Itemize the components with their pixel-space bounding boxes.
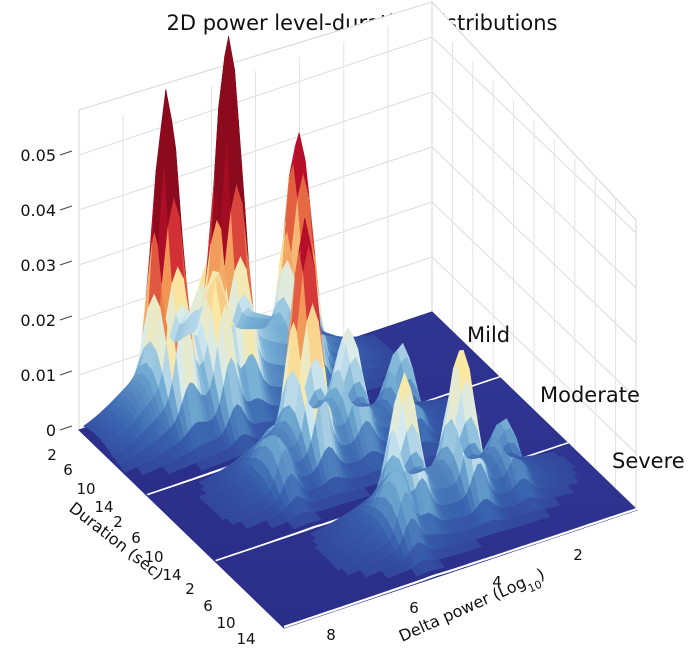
- z-tick-label: 0.01: [20, 366, 56, 385]
- sheet-mild: [78, 36, 502, 497]
- z-tick-mark: [59, 205, 73, 211]
- surface-patch: [200, 486, 211, 494]
- power-tick-label: 6: [409, 599, 419, 617]
- duration-tick-label: 10: [144, 548, 163, 566]
- sheet-edge-line: [283, 507, 638, 628]
- duration-tick-label: 14: [236, 630, 255, 648]
- z-tick-label: 0.04: [20, 201, 56, 220]
- duration-tick-label: 6: [63, 461, 73, 479]
- surface-patch: [313, 544, 325, 553]
- z-axis-ticks: 0 0.01 0.02 0.03 0.04 0.05: [20, 146, 73, 440]
- duration-tick-label: 14: [94, 498, 113, 516]
- duration-tick-label: 6: [131, 529, 141, 547]
- power-tick-label: 2: [573, 546, 583, 564]
- z-tick-mark: [59, 260, 73, 266]
- power-tick-label: 8: [326, 626, 336, 644]
- z-tick-label: 0: [46, 421, 56, 440]
- duration-tick-label: 10: [76, 480, 95, 498]
- z-tick-mark: [59, 425, 73, 431]
- surface-patch: [82, 423, 94, 430]
- group-labels: Mild Moderate Severe: [467, 323, 685, 473]
- z-tick-mark: [59, 150, 73, 156]
- surface-patch: [311, 537, 323, 546]
- z-tick-label: 0.02: [20, 311, 56, 330]
- surface-patch: [198, 495, 210, 503]
- z-tick-label: 0.03: [20, 256, 56, 275]
- group-label-severe: Severe: [612, 449, 685, 473]
- duration-tick-label: 2: [113, 513, 123, 531]
- sheet-severe: [214, 349, 638, 629]
- duration-tick-label: 6: [203, 597, 213, 615]
- surface-patch: [198, 480, 209, 488]
- surface-sheets: [78, 36, 638, 629]
- surface-patch: [309, 531, 321, 539]
- duration-tick-label: 2: [47, 446, 57, 464]
- power-axis-ticks: 2 4 6 8: [326, 546, 583, 644]
- z-tick-label: 0.05: [20, 146, 56, 165]
- duration-tick-label: 14: [162, 566, 181, 584]
- group-label-moderate: Moderate: [540, 383, 640, 407]
- power-tick-label: 4: [492, 573, 502, 591]
- duration-tick-label: 2: [185, 580, 195, 598]
- z-tick-mark: [59, 315, 73, 321]
- z-tick-mark: [59, 370, 73, 376]
- group-label-mild: Mild: [467, 323, 510, 347]
- duration-tick-label: 10: [216, 614, 235, 632]
- x-axis-label: Duration (sec): [66, 498, 168, 583]
